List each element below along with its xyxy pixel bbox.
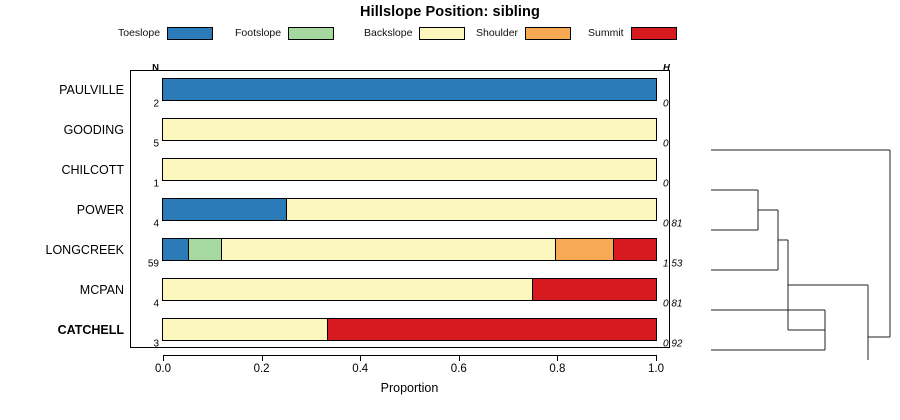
h-value: 0 xyxy=(663,98,669,110)
x-axis-tick-label: 1.0 xyxy=(648,363,664,375)
h-value: 0.92 xyxy=(663,338,683,350)
x-axis-tick-label: 0.6 xyxy=(450,363,467,375)
y-axis-label-mcpan: MCPAN xyxy=(79,282,124,297)
legend-swatch-backslope xyxy=(419,26,466,40)
legend-swatch-toeslope xyxy=(167,26,214,40)
legend-swatch-footslope xyxy=(288,26,335,40)
legend-label: Toeslope xyxy=(118,27,161,39)
n-value: 1 xyxy=(153,178,159,190)
h-value: 0 xyxy=(663,138,669,150)
legend-item-shoulder[interactable]: Shoulder xyxy=(476,25,572,41)
legend-item-toeslope[interactable]: Toeslope xyxy=(118,25,214,41)
dendrogram xyxy=(711,149,891,360)
n-value: 3 xyxy=(153,338,159,350)
legend-swatch-shoulder xyxy=(525,26,572,40)
x-axis-line xyxy=(163,355,656,357)
h-value: 0 xyxy=(663,178,669,190)
x-axis-tick-label: 0.0 xyxy=(155,363,171,375)
x-axis-tick xyxy=(163,355,165,361)
x-axis-title: Proportion xyxy=(380,381,439,395)
x-axis-tick xyxy=(360,355,362,361)
x-axis-tick xyxy=(656,355,658,361)
chart-title: Hillslope Position: sibling xyxy=(360,4,540,20)
x-axis-tick xyxy=(458,355,460,361)
y-axis-labels: PAULVILLE GOODING CHILCOTT POWER LONGCREEK MC… xyxy=(0,70,125,348)
n-value: 4 xyxy=(153,218,159,230)
h-column-header: H xyxy=(663,62,670,74)
legend-label: Summit xyxy=(588,27,624,39)
h-value: 0.81 xyxy=(663,218,683,230)
n-value: 2 xyxy=(153,98,159,110)
legend-label: Footslope xyxy=(235,27,282,39)
y-axis-label-longcreek: LONGCREEK xyxy=(45,242,125,257)
legend-item-backslope[interactable]: Backslope xyxy=(364,25,466,41)
y-axis-label-chilcott: CHILCOTT xyxy=(61,162,125,177)
n-value: 59 xyxy=(147,258,159,270)
legend-label: Backslope xyxy=(364,27,413,39)
h-value: 0.81 xyxy=(663,298,683,310)
n-value: 5 xyxy=(153,138,159,150)
h-column: H 0 0 0 0.81 1.53 0.81 0.92 xyxy=(658,63,698,350)
y-axis-label-power: POWER xyxy=(76,202,124,217)
x-axis-tick xyxy=(261,355,263,361)
x-axis-tick-label: 0.4 xyxy=(352,363,369,375)
x-axis-tick-label: 0.8 xyxy=(549,363,566,375)
n-column-header: N xyxy=(152,62,159,74)
legend: Toeslope Footslope Backslope Shoulder Summit xyxy=(118,25,782,41)
legend-item-footslope[interactable]: Footslope xyxy=(235,25,335,41)
legend-swatch-summit xyxy=(630,26,677,40)
y-axis-label-paulville: PAULVILLE xyxy=(59,82,124,97)
legend-item-summit[interactable]: Summit xyxy=(588,25,677,41)
h-value: 1.53 xyxy=(663,258,683,270)
y-axis-label-catchell: CATCHELL xyxy=(57,322,124,337)
y-axis-label-gooding: GOODING xyxy=(63,122,124,137)
legend-label: Shoulder xyxy=(476,27,519,39)
x-axis-tick xyxy=(557,355,559,361)
n-value: 4 xyxy=(153,298,159,310)
n-column: N 2 5 1 4 59 4 3 xyxy=(130,63,162,350)
plot-panel xyxy=(130,70,670,348)
x-axis-tick-label: 0.2 xyxy=(253,363,270,375)
